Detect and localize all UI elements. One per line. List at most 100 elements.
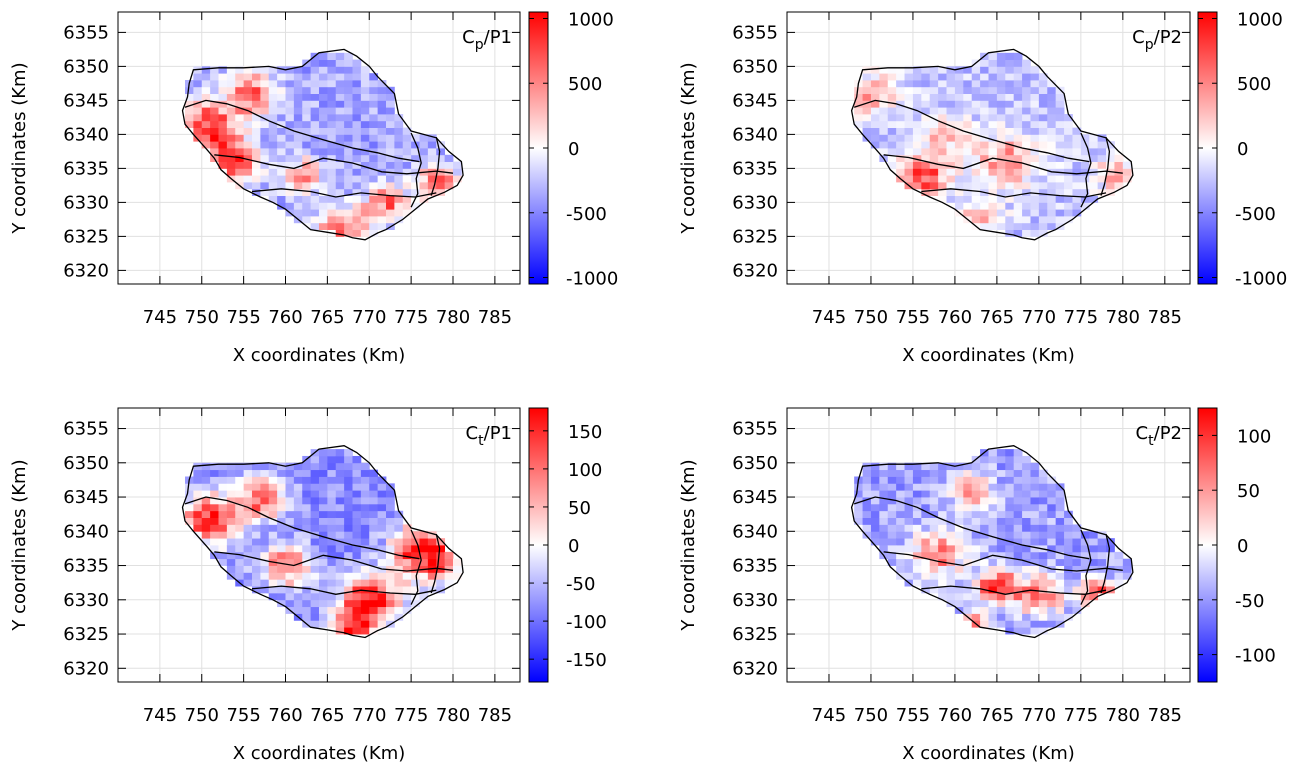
heatmap-cell (1080, 545, 1090, 553)
heatmap-cell (971, 141, 981, 149)
heatmap-cell (218, 558, 228, 566)
heatmap-cell (268, 565, 278, 573)
heatmap-cell (887, 490, 897, 498)
heatmap-cell (369, 476, 379, 484)
heatmap-cell (444, 572, 454, 580)
heatmap-cell (302, 141, 312, 149)
heatmap-cell (887, 66, 897, 74)
heatmap-cell (319, 490, 328, 498)
heatmap-cell (360, 627, 370, 635)
heatmap-cell (904, 524, 914, 532)
heatmap-cell (427, 551, 437, 560)
x-tick-label: 750 (854, 307, 888, 328)
heatmap-cell (411, 188, 420, 196)
heatmap-cell (938, 195, 947, 203)
heatmap-cell (369, 100, 379, 108)
heatmap-cell (277, 188, 286, 196)
heatmap-cell (954, 168, 964, 176)
heatmap-cell (921, 107, 931, 115)
heatmap-cell (1030, 202, 1040, 210)
heatmap-cell (201, 497, 211, 505)
y-tick-label: 6345 (732, 487, 778, 508)
heatmap-cell (386, 592, 395, 601)
heatmap-cell (879, 462, 889, 471)
heatmap-cell (436, 538, 446, 546)
heatmap-cell (193, 93, 203, 101)
heatmap-cell (360, 216, 370, 224)
heatmap-cell (394, 195, 404, 203)
heatmap-cell (243, 531, 253, 539)
heatmap-cell (1005, 483, 1015, 491)
heatmap-cell (226, 100, 236, 108)
heatmap-cell (310, 114, 320, 122)
heatmap-cell (938, 469, 947, 477)
heatmap-cell (427, 148, 437, 156)
heatmap-cell (252, 141, 261, 149)
subbasin-divide (921, 585, 1107, 595)
heatmap-cell (1072, 586, 1082, 594)
heatmap-cell (436, 586, 446, 594)
heatmap-cell (453, 572, 462, 580)
heatmap-cell (971, 503, 981, 512)
heatmap-cell (277, 510, 286, 518)
colorbar-tick-label: -100 (1235, 646, 1276, 667)
heatmap-cell (988, 80, 998, 88)
heatmap-cell (1030, 586, 1040, 594)
heatmap-cell (1047, 613, 1057, 621)
heatmap-cell (1022, 114, 1031, 122)
heatmap-cell (319, 222, 328, 230)
heatmap-cell (335, 107, 345, 115)
heatmap-cell (963, 462, 973, 471)
x-tick-label: 755 (896, 705, 930, 726)
heatmap-cell (980, 572, 989, 580)
heatmap-cell (327, 462, 337, 471)
heatmap-cell (980, 154, 989, 162)
heatmap-cell (285, 483, 295, 491)
heatmap-cell (386, 599, 395, 608)
subbasin-divide (1100, 136, 1111, 196)
heatmap-cell (1055, 209, 1065, 217)
heatmap-cell (1013, 538, 1023, 546)
heatmap-cell (360, 476, 370, 484)
heatmap-cell (411, 154, 420, 162)
heatmap-cell (293, 599, 303, 608)
heatmap-cell (302, 524, 312, 532)
heatmap-cell (201, 524, 211, 532)
heatmap-cell (946, 490, 956, 498)
heatmap-cell (921, 510, 931, 518)
heatmap-cell (1097, 538, 1107, 546)
heatmap-cell (870, 524, 880, 532)
heatmap-cell (988, 613, 998, 621)
heatmap-cell (954, 154, 964, 162)
heatmap-cell (352, 510, 362, 518)
heatmap-cell (1022, 188, 1031, 196)
heatmap-cell (436, 182, 446, 190)
heatmap-cell (411, 558, 420, 566)
heatmap-cell (310, 216, 320, 224)
x-tick-label: 780 (436, 705, 470, 726)
heatmap-cell (1022, 100, 1031, 108)
heatmap-cell (1030, 154, 1040, 162)
heatmap-cell (946, 93, 956, 101)
heatmap-cell (260, 469, 270, 477)
heatmap-cell (302, 510, 312, 518)
heatmap-cell (1005, 127, 1015, 135)
heatmap-cell (302, 599, 312, 608)
heatmap-cell (394, 209, 404, 217)
heatmap-cell (352, 175, 362, 183)
heatmap-cell (1030, 599, 1040, 608)
heatmap-cell (929, 462, 939, 471)
heatmap-cell (954, 579, 964, 587)
heatmap-cell (1022, 565, 1031, 573)
heatmap-cell (377, 517, 387, 525)
heatmap-cell (980, 599, 989, 608)
heatmap-cell (293, 175, 303, 183)
heatmap-cell (185, 86, 194, 94)
heatmap-cell (921, 86, 931, 94)
heatmap-cell (218, 490, 228, 498)
heatmap-cell (1055, 551, 1065, 560)
heatmap-cell (1030, 620, 1040, 628)
heatmap-cell (963, 469, 973, 477)
heatmap-cell (1122, 168, 1132, 176)
heatmap-cell (319, 449, 328, 457)
